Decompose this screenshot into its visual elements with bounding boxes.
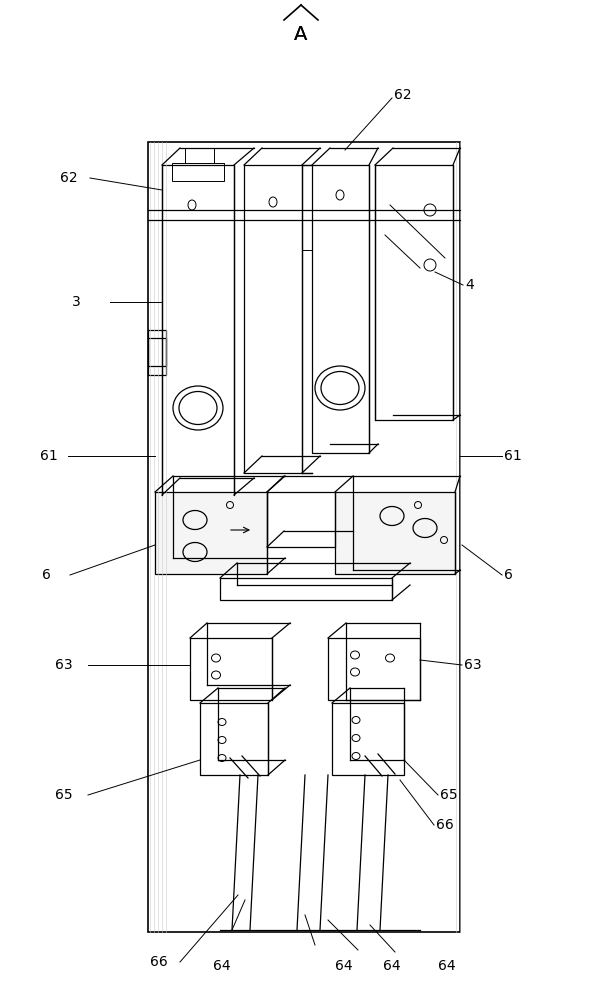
Text: 62: 62 <box>394 88 412 102</box>
Text: 63: 63 <box>55 658 72 672</box>
Text: 4: 4 <box>465 278 474 292</box>
Text: 61: 61 <box>40 449 58 463</box>
Text: 64: 64 <box>383 959 400 973</box>
Text: 3: 3 <box>72 295 81 309</box>
Text: A: A <box>294 25 308 44</box>
Bar <box>148 338 166 366</box>
Text: 61: 61 <box>504 449 522 463</box>
Text: 65: 65 <box>55 788 72 802</box>
Bar <box>155 492 267 574</box>
Text: 66: 66 <box>150 955 168 969</box>
Bar <box>332 703 404 775</box>
Bar <box>162 165 234 495</box>
Bar <box>267 492 335 547</box>
Bar <box>335 492 455 574</box>
Bar <box>200 703 268 775</box>
Bar <box>244 165 302 473</box>
Bar <box>220 578 392 600</box>
Bar <box>312 165 369 453</box>
Text: 65: 65 <box>440 788 458 802</box>
Bar <box>328 638 420 700</box>
Text: 64: 64 <box>438 959 456 973</box>
Bar <box>148 142 460 932</box>
Text: 6: 6 <box>42 568 51 582</box>
Bar <box>148 330 166 375</box>
Text: 62: 62 <box>60 171 78 185</box>
Text: 63: 63 <box>464 658 482 672</box>
Text: 64: 64 <box>213 959 230 973</box>
Text: 66: 66 <box>436 818 453 832</box>
Bar <box>190 638 272 700</box>
Bar <box>172 163 224 181</box>
Text: 64: 64 <box>335 959 353 973</box>
Bar <box>375 165 453 420</box>
Text: A: A <box>294 25 308 44</box>
Text: 6: 6 <box>504 568 513 582</box>
